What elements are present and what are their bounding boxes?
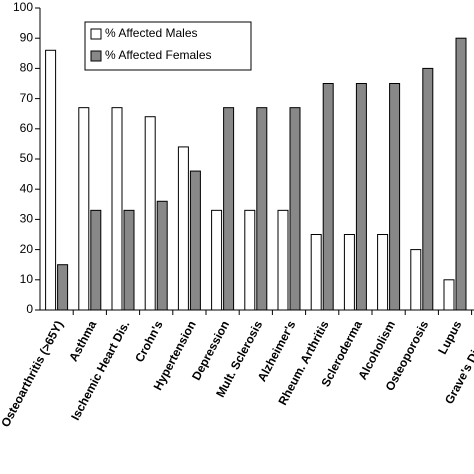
bar <box>422 67 434 311</box>
bar <box>410 249 422 311</box>
bar <box>111 107 123 311</box>
y-tick-label: 50 <box>20 151 34 165</box>
y-tick-label: 70 <box>20 91 34 105</box>
bar <box>45 49 57 311</box>
x-tick-label: Asthma <box>66 318 99 364</box>
y-tick-label: 10 <box>20 272 34 286</box>
legend-swatch <box>90 50 102 62</box>
bar <box>322 83 334 311</box>
bar <box>289 107 301 311</box>
legend-box <box>84 21 252 71</box>
bar <box>277 209 289 311</box>
bar <box>156 200 168 311</box>
bar <box>123 209 135 311</box>
bar <box>256 107 268 311</box>
bar <box>389 83 401 311</box>
legend-label: % Affected Males <box>105 26 198 40</box>
x-tick-label: Crohn's <box>132 318 166 364</box>
bar <box>177 146 189 311</box>
bar <box>443 279 455 311</box>
bar <box>455 37 467 311</box>
y-tick-label: 60 <box>20 121 34 135</box>
bar <box>310 234 322 311</box>
x-tick-label: Osteoarthritis (>65Y) <box>0 318 66 429</box>
bar <box>90 209 102 311</box>
x-tick-label: Lupus <box>435 318 464 357</box>
y-tick-label: 30 <box>20 212 34 226</box>
bar <box>355 83 367 311</box>
y-tick-label: 40 <box>20 181 34 195</box>
bar <box>244 209 256 311</box>
bar <box>223 107 235 311</box>
bar <box>144 116 156 311</box>
legend-label: % Affected Females <box>105 48 212 62</box>
y-tick-label: 90 <box>20 30 34 44</box>
bar <box>343 234 355 311</box>
legend-swatch <box>90 28 102 40</box>
y-tick-label: 20 <box>20 242 34 256</box>
bar <box>78 107 90 311</box>
legend: % Affected Males % Affected Females <box>84 21 252 71</box>
bar <box>189 170 201 311</box>
bar <box>377 234 389 311</box>
y-tick-label: 80 <box>20 61 34 75</box>
y-tick-label: 100 <box>13 0 33 14</box>
y-tick-label: 0 <box>26 302 33 316</box>
bar <box>211 209 223 311</box>
bar <box>57 264 69 311</box>
